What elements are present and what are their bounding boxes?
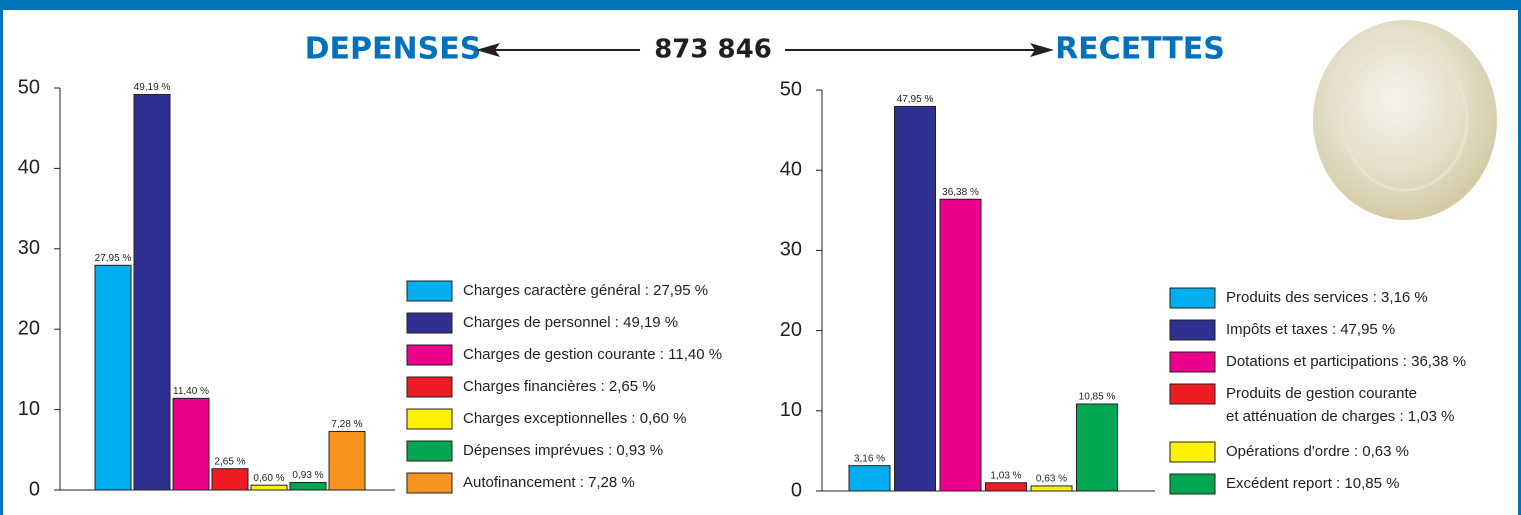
value-label: 11,40 %: [173, 386, 209, 397]
value-label: 0,63 %: [1036, 474, 1067, 485]
legend-label: Charges financières : 2,65 %: [463, 378, 656, 395]
value-label: 0,93 %: [292, 470, 323, 481]
bar: [940, 199, 981, 491]
header-left: DEPENSES: [305, 32, 482, 67]
legend-label: Excédent report : 10,85 %: [1226, 475, 1399, 492]
frame-top: [0, 0, 1521, 10]
y-tick-label: 40: [18, 157, 40, 179]
y-tick-label: 10: [780, 399, 802, 421]
bar: [1077, 404, 1118, 491]
legend-label: Dotations et participations : 36,38 %: [1226, 353, 1466, 370]
legend-label: Charges de personnel : 49,19 %: [463, 314, 678, 331]
legend-swatch: [407, 473, 452, 493]
legend-swatch: [1170, 474, 1215, 494]
header-right: RECETTES: [1055, 32, 1225, 67]
y-tick-label: 30: [780, 239, 802, 261]
y-tick-label: 0: [791, 479, 802, 501]
legend-swatch: [1170, 320, 1215, 340]
value-label: 10,85 %: [1079, 392, 1116, 403]
value-label: 3,16 %: [854, 453, 885, 464]
legend-swatch: [407, 345, 452, 365]
legend-label: Dépenses imprévues : 0,93 %: [463, 442, 663, 459]
legend-label: Opérations d'ordre : 0,63 %: [1226, 443, 1409, 460]
legend-label: Produits des services : 3,16 %: [1226, 289, 1428, 306]
bar: [95, 265, 131, 490]
y-tick-label: 20: [18, 317, 40, 339]
bar: [1031, 486, 1072, 491]
legend-label: Charges de gestion courante : 11,40 %: [463, 346, 722, 363]
legend-label: Autofinancement : 7,28 %: [463, 474, 635, 491]
legend-swatch: [1170, 384, 1215, 404]
legend-swatch: [1170, 442, 1215, 462]
value-label: 7,28 %: [331, 419, 362, 430]
bar: [849, 466, 890, 491]
value-label: 2,65 %: [214, 456, 245, 467]
legend-swatch: [1170, 288, 1215, 308]
y-tick-label: 50: [780, 78, 802, 100]
y-tick-label: 0: [29, 478, 40, 500]
legend-swatch: [407, 441, 452, 461]
bar: [895, 106, 936, 491]
bar: [986, 483, 1027, 491]
y-tick-label: 30: [18, 237, 40, 259]
value-label: 0,60 %: [253, 473, 284, 484]
legend-swatch: [407, 377, 452, 397]
legend-label: Impôts et taxes : 47,95 %: [1226, 321, 1395, 338]
y-tick-label: 50: [18, 76, 40, 98]
header-center: 873 846: [654, 35, 772, 65]
legend-line: et atténuation de charges : 1,03 %: [1226, 408, 1455, 425]
legend-swatch: [407, 409, 452, 429]
frame-left: [0, 0, 3, 515]
legend-label: Produits de gestion courante et atténuati…: [1226, 385, 1455, 425]
bar: [173, 398, 209, 490]
y-tick-label: 10: [18, 398, 40, 420]
legend-label: Charges caractère général : 27,95 %: [463, 282, 708, 299]
value-label: 27,95 %: [95, 253, 132, 264]
value-label: 36,38 %: [942, 187, 979, 198]
legend-swatch: [407, 313, 452, 333]
y-tick-label: 20: [780, 319, 802, 341]
bar: [251, 485, 287, 490]
bar: [212, 469, 248, 490]
value-label: 49,19 %: [134, 82, 171, 93]
bar: [329, 431, 365, 490]
legend-label: Charges exceptionnelles : 0,60 %: [463, 410, 686, 427]
chart: DEPENSES 873 846 RECETTES 0 10 20 30 40 50 27,…: [0, 0, 1521, 515]
value-label: 1,03 %: [990, 470, 1021, 481]
legend-swatch: [407, 281, 452, 301]
bar: [290, 483, 326, 490]
y-tick-label: 40: [780, 158, 802, 180]
legend-swatch: [1170, 352, 1215, 372]
legend-line: Produits de gestion courante: [1226, 385, 1417, 402]
value-label: 47,95 %: [897, 94, 934, 105]
bar: [134, 95, 170, 490]
